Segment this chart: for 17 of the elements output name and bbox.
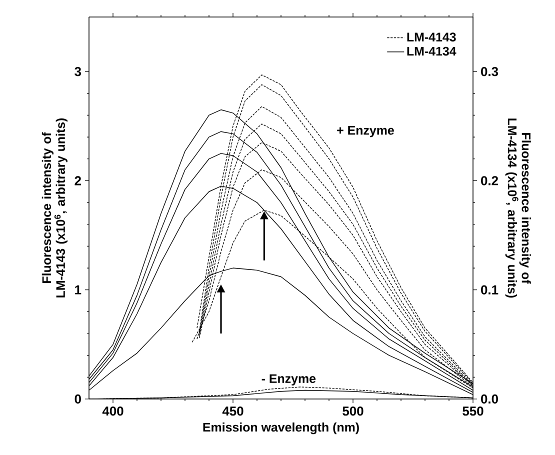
- annotation: + Enzyme: [337, 126, 394, 138]
- y2-tick-label: 0.0: [481, 394, 498, 404]
- y-tick-label: 1: [75, 285, 82, 294]
- y2-tick-label: 0.3: [481, 66, 498, 76]
- legend-label: LM-4143: [407, 32, 456, 42]
- x-tick-label: 550: [462, 406, 484, 416]
- y-tick-label: 0: [74, 394, 81, 404]
- x-tick-label: 450: [222, 406, 244, 416]
- x-axis-title: Emission wavelength (nm): [203, 422, 359, 434]
- x-tick-label: 500: [342, 406, 364, 416]
- y-tick-label: 2: [74, 176, 81, 186]
- annotation: - Enzyme: [262, 374, 316, 386]
- y-tick-label: 3: [74, 66, 82, 76]
- y2-tick-label: 0.1: [481, 285, 498, 294]
- y2-tick-label: 0.2: [481, 176, 498, 186]
- legend-label: LM-4134: [407, 46, 456, 56]
- x-tick-label: 400: [102, 406, 124, 416]
